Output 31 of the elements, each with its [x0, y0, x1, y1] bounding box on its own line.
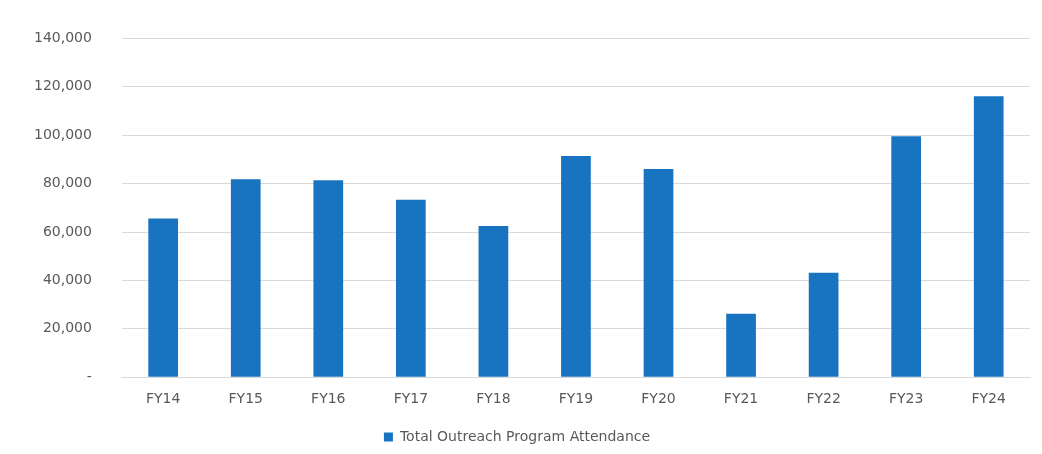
bar: [726, 313, 756, 377]
x-tick-label: FY20: [641, 390, 676, 407]
y-tick-label: 80,000: [42, 174, 92, 191]
bar: [891, 136, 922, 377]
x-tick-label: FY18: [476, 390, 511, 407]
x-tick-label: FY15: [228, 390, 263, 407]
bar: [395, 199, 426, 377]
y-tick-label: -: [86, 367, 92, 384]
x-tick-label: FY14: [145, 390, 181, 407]
bar: [973, 96, 1004, 377]
x-tick-label: FY16: [311, 390, 346, 407]
bar: [643, 169, 674, 377]
x-tick-label: FY19: [558, 390, 594, 407]
bar: [478, 225, 509, 377]
y-tick-label: 120,000: [33, 77, 92, 94]
y-tick-label: 140,000: [33, 29, 92, 46]
y-tick-label: 40,000: [42, 271, 92, 288]
x-tick-label: FY21: [723, 390, 759, 407]
x-tick-label: FY22: [806, 390, 841, 407]
legend-label: Total Outreach Program Attendance: [398, 427, 651, 444]
bar: [808, 272, 839, 377]
bar: [313, 180, 344, 377]
y-tick-label: 100,000: [33, 125, 92, 142]
y-tick-label: 60,000: [42, 222, 92, 239]
x-tick-label: FY23: [888, 390, 924, 407]
y-tick-label: 20,000: [42, 319, 92, 336]
bar: [561, 156, 591, 377]
x-tick-label: FY17: [393, 390, 429, 407]
bar: [230, 179, 261, 377]
bar: [148, 218, 179, 377]
x-tick-label: FY24: [971, 390, 1007, 407]
